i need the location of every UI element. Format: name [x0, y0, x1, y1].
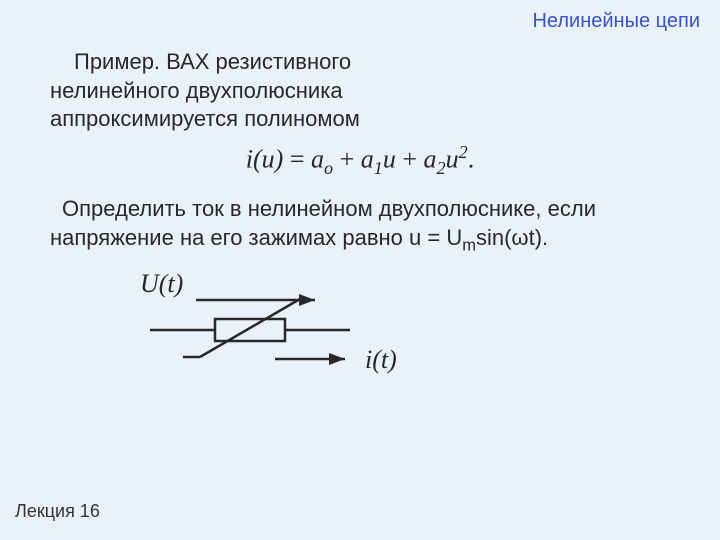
eq-u1: u — [383, 145, 396, 174]
eq-plus1: + — [333, 145, 361, 174]
eq-sub2: 2 — [437, 158, 446, 178]
p2-sub: m — [462, 236, 476, 254]
eq-a1: a — [361, 145, 374, 174]
voltage-label: U(t) — [140, 269, 183, 299]
eq-a2: a — [424, 145, 437, 174]
header-link: Нелинейные цепи — [532, 10, 700, 33]
eq-eq: = — [283, 145, 311, 174]
current-label: i(t) — [365, 345, 397, 375]
eq-sub1: 1 — [374, 158, 383, 178]
eq-u2: u — [446, 145, 459, 174]
p1-text: Пример. ВАХ резистивного нелинейного дву… — [50, 48, 480, 134]
circuit-diagram: U(t) i(t) — [130, 275, 430, 405]
paragraph-2: Определить ток в нелинейном двухполюсник… — [50, 195, 670, 256]
eq-dot: . — [468, 145, 475, 174]
equation: i(u) = ao + a1u + a2u2. — [0, 142, 720, 179]
paragraph-1: Пример. ВАХ резистивного нелинейного дву… — [50, 48, 480, 134]
eq-sup2: 2 — [459, 142, 468, 162]
p2-part2: sin(ωt). — [476, 225, 548, 250]
eq-a0: a — [311, 145, 324, 174]
eq-sub0: o — [324, 158, 333, 178]
eq-lhs: i(u) — [246, 145, 284, 174]
eq-plus2: + — [396, 145, 424, 174]
lecture-footer: Лекция 16 — [15, 501, 100, 522]
